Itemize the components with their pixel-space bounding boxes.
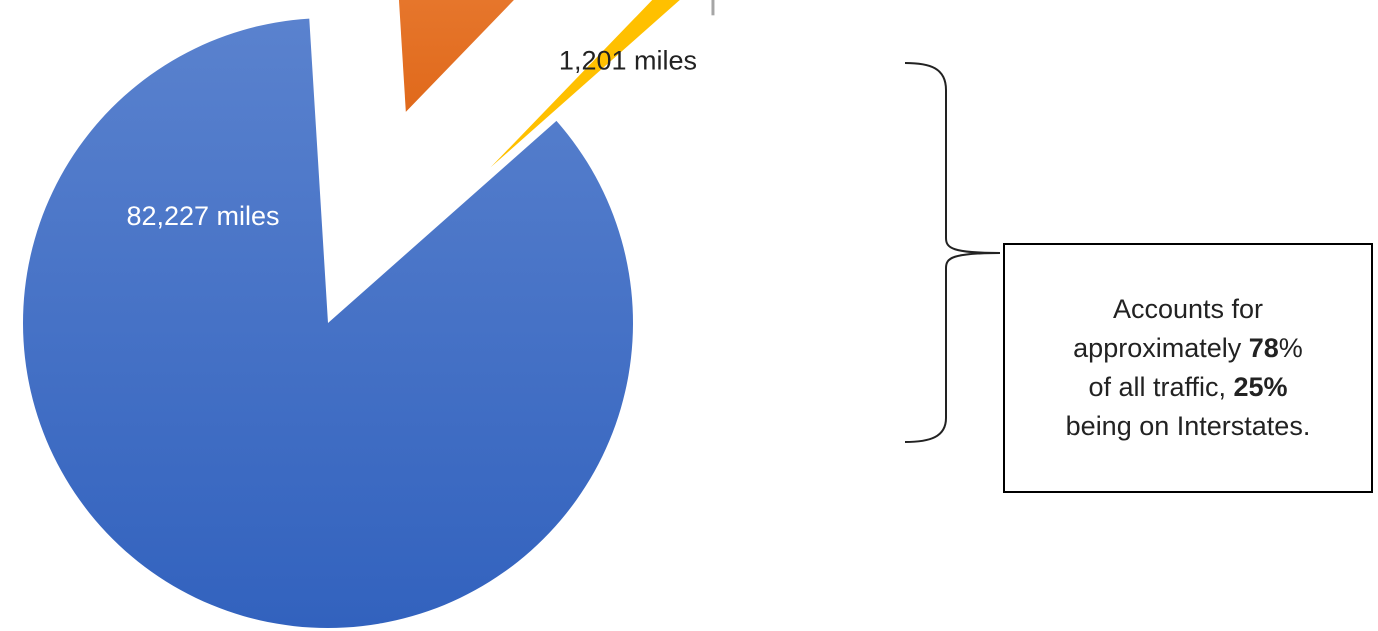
annotation-line-2-pre: approximately bbox=[1073, 333, 1249, 363]
annotation-box: Accounts for approximately 78% of all tr… bbox=[1003, 243, 1373, 493]
annotation-line-3-pre: of all traffic, bbox=[1088, 372, 1234, 402]
pie-slice-2 bbox=[398, 0, 514, 112]
annotation-line-2-post: % bbox=[1278, 333, 1303, 363]
pie-slice-1 bbox=[23, 18, 634, 629]
annotation-line-2-bold: 78 bbox=[1248, 333, 1279, 363]
annotation-line-3: of all traffic, 25% bbox=[1066, 368, 1311, 407]
annotation-line-3-bold: 25% bbox=[1233, 372, 1288, 402]
annotation-text: Accounts for approximately 78% of all tr… bbox=[1066, 290, 1311, 446]
annotation-line-4: being on Interstates. bbox=[1065, 411, 1311, 441]
slice-label-3: 1,201 miles bbox=[559, 45, 697, 75]
bracket bbox=[904, 62, 1001, 443]
annotation-line-1: Accounts for bbox=[1112, 294, 1264, 324]
annotation-line-2: approximately 78% bbox=[1066, 329, 1311, 368]
slice-label-1: 82,227 miles bbox=[126, 201, 279, 231]
pie-slice-3 bbox=[490, 0, 680, 168]
